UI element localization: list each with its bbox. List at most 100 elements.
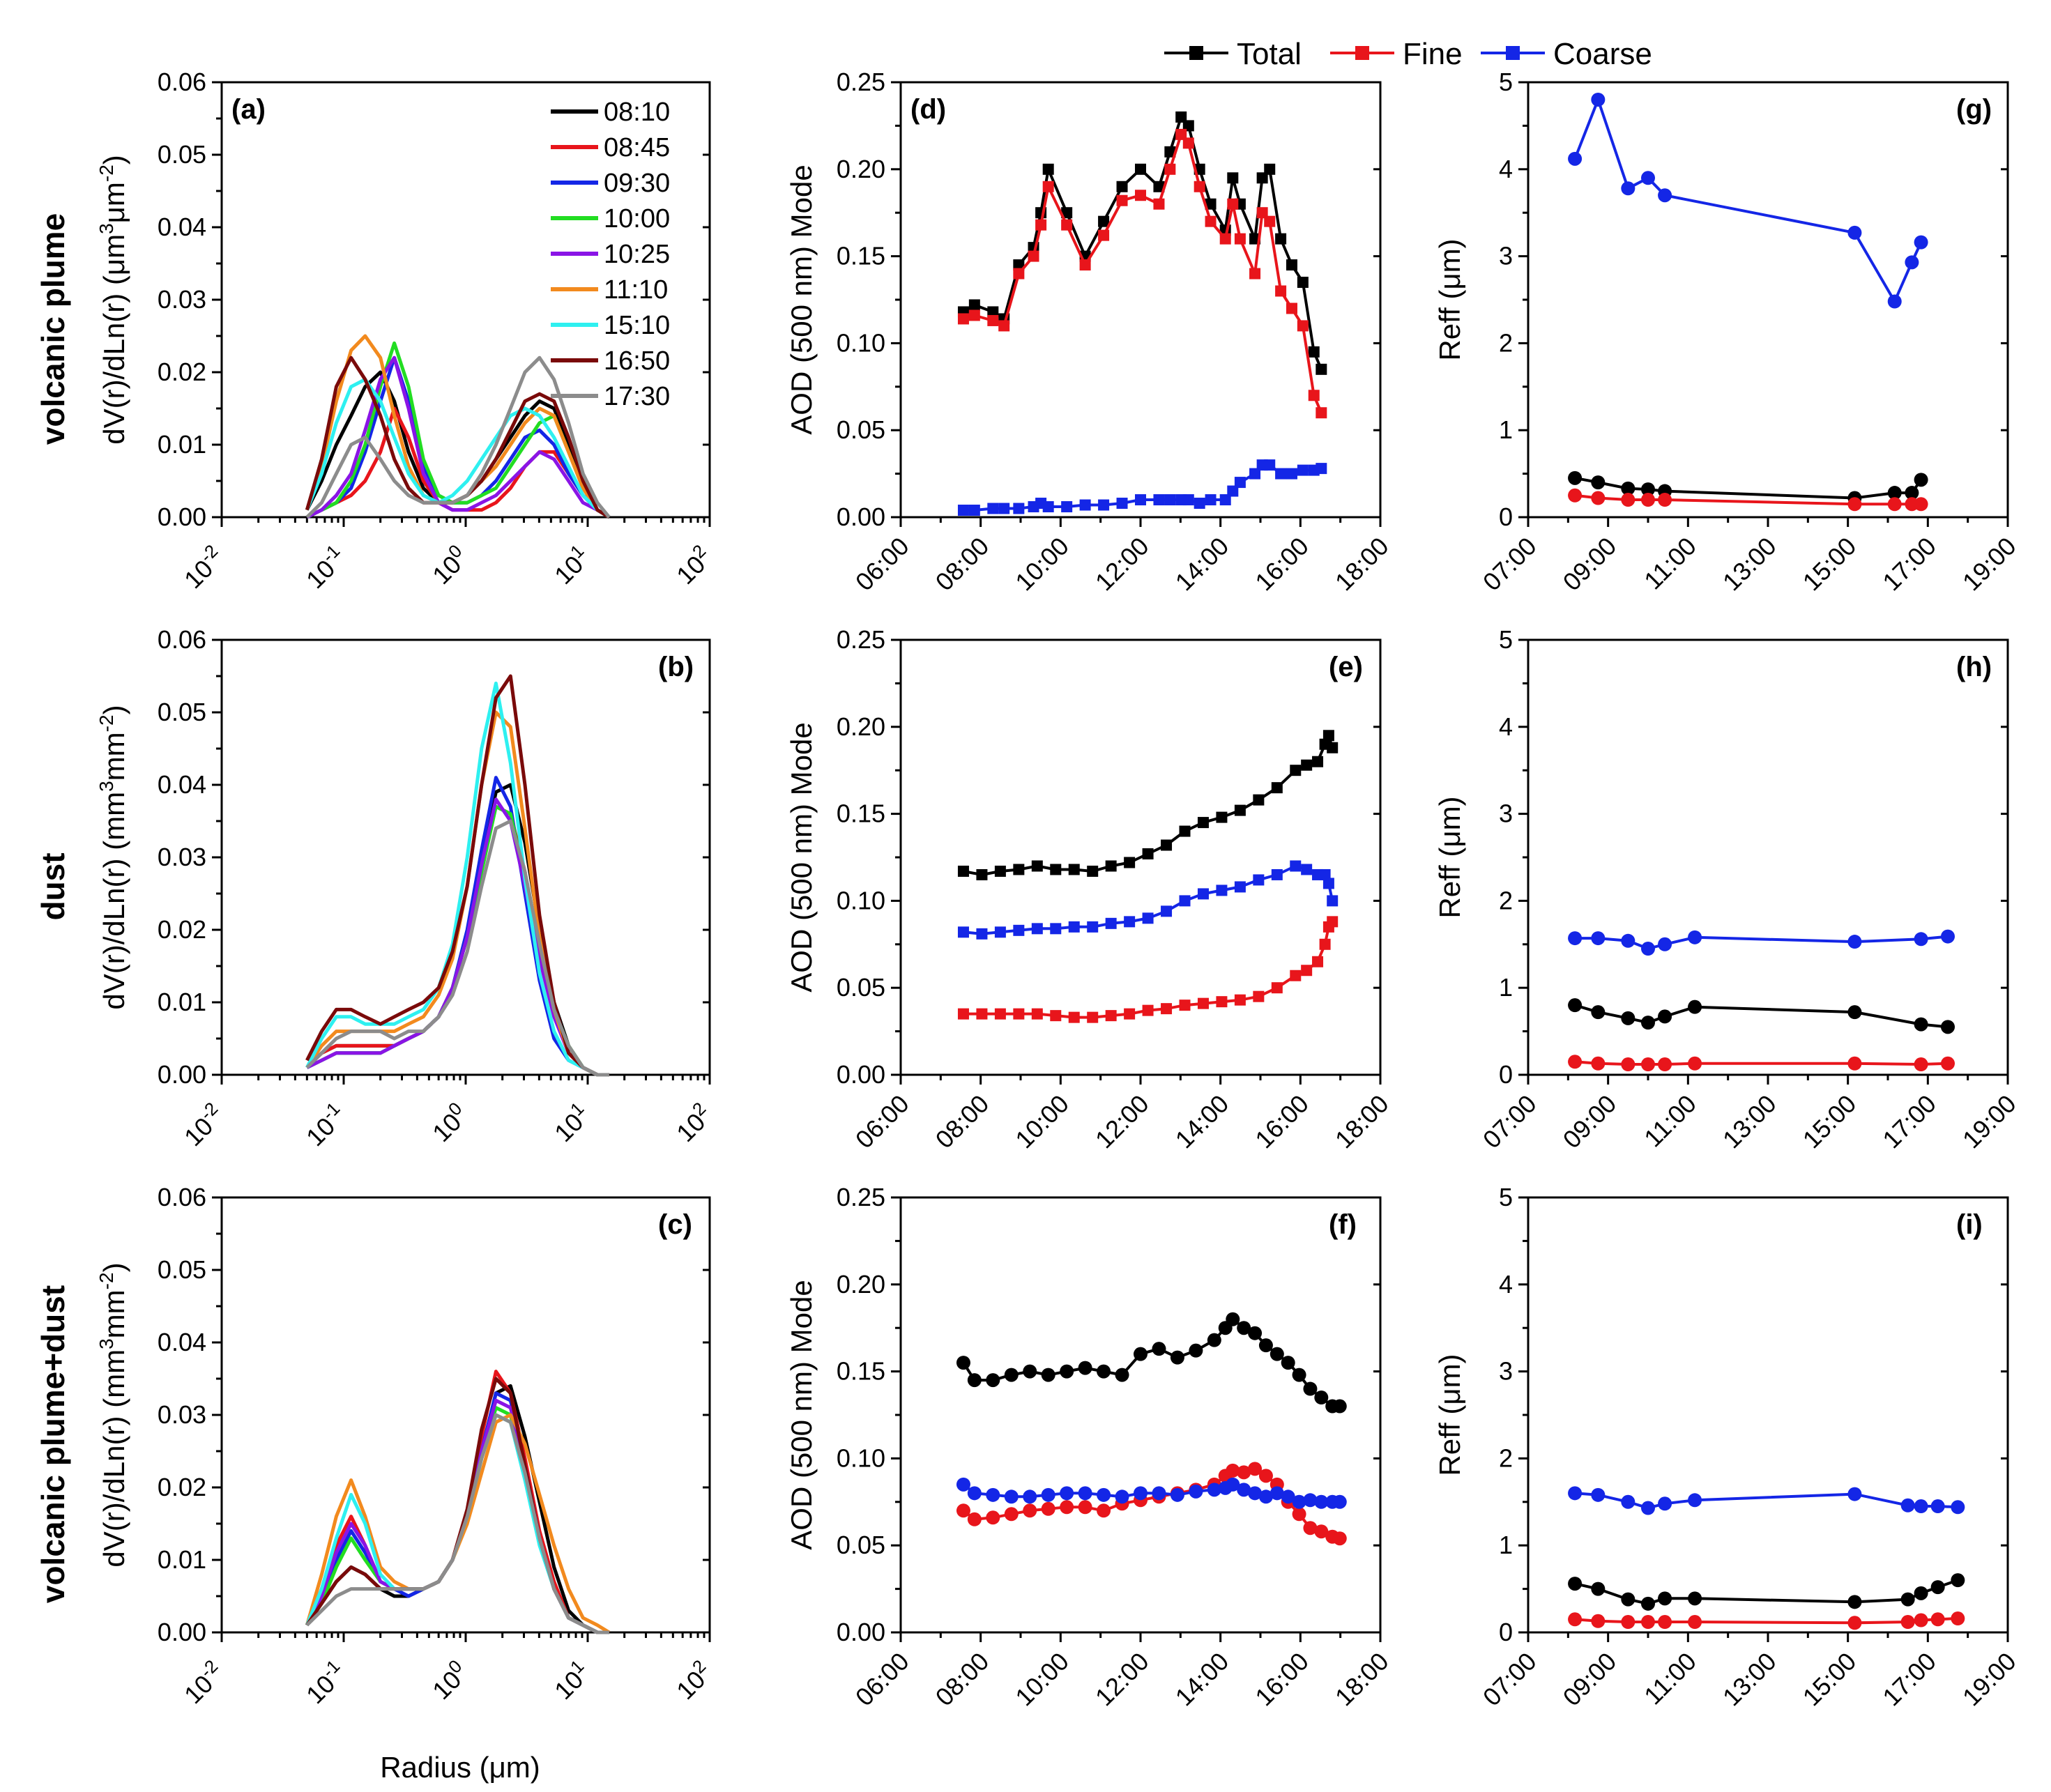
axes-frame-c xyxy=(220,1196,711,1634)
y-tick-label-c: 0.05 xyxy=(158,1255,206,1284)
data-point-d-Total xyxy=(1153,181,1165,192)
data-point-i-Fine xyxy=(1658,1615,1672,1630)
y-axis-label-part-ylabel_unit: mm xyxy=(98,792,130,841)
data-point-d-Fine xyxy=(1219,233,1231,245)
data-point-f-Total xyxy=(1281,1356,1295,1370)
data-point-f-Coarse xyxy=(1281,1489,1295,1504)
data-point-f-Fine xyxy=(1097,1503,1111,1518)
data-point-e-Coarse xyxy=(1068,921,1080,933)
y-tick-label-g: 5 xyxy=(1499,68,1513,96)
data-point-f-Coarse xyxy=(1060,1486,1074,1501)
data-point-h-Total xyxy=(1688,1000,1702,1014)
data-point-f-Coarse xyxy=(1226,1477,1240,1492)
data-point-d-Fine xyxy=(987,314,999,326)
y-tick-label-a: 0.02 xyxy=(158,358,206,386)
x-tick-label-g: 17:00 xyxy=(1877,532,1942,597)
data-point-i-Total xyxy=(1568,1577,1583,1591)
y-tick-label-b: 0.03 xyxy=(158,843,206,871)
data-point-d-Coarse xyxy=(1013,503,1025,514)
data-point-h-Total xyxy=(1568,998,1583,1013)
data-point-f-Fine xyxy=(986,1510,1000,1525)
series-line-b-16:50 xyxy=(305,674,609,1077)
data-point-e-Total xyxy=(1312,756,1324,767)
y-tick-label-c: 0.02 xyxy=(158,1473,206,1501)
y-axis-label-h: Reff (μm) xyxy=(1433,796,1466,918)
data-point-e-Coarse xyxy=(1327,895,1339,907)
data-point-f-Total xyxy=(956,1356,970,1370)
y-tick-label-g: 1 xyxy=(1499,415,1513,444)
data-point-f-Fine xyxy=(1060,1500,1074,1515)
data-point-i-Fine xyxy=(1847,1616,1862,1630)
data-point-e-Total xyxy=(1050,864,1062,875)
data-point-f-Total xyxy=(1041,1368,1055,1382)
data-point-d-Fine xyxy=(1182,137,1194,149)
data-point-e-Total xyxy=(1068,864,1080,875)
data-point-d-Coarse xyxy=(957,505,969,516)
y-axis-label-part-ylabel_sup2: -2 xyxy=(96,164,117,182)
data-point-f-Coarse xyxy=(1097,1487,1111,1502)
y-tick-label-g: 4 xyxy=(1499,155,1513,183)
data-point-f-Total xyxy=(1189,1343,1203,1358)
data-point-d-Coarse xyxy=(1219,494,1231,506)
data-point-h-Fine xyxy=(1591,1056,1606,1071)
data-point-g-Coarse xyxy=(1641,171,1655,185)
x-tick-label-a: 10-1 xyxy=(298,540,351,594)
series-line-b-11:10 xyxy=(305,710,609,1077)
data-point-e-Total xyxy=(1124,857,1136,868)
data-point-d-Fine xyxy=(1249,268,1261,279)
series-line-b-15:10 xyxy=(305,681,609,1077)
data-point-d-Total xyxy=(1316,363,1327,375)
data-point-f-Total xyxy=(1314,1391,1329,1405)
data-point-h-Total xyxy=(1621,1011,1636,1025)
data-point-d-Coarse xyxy=(1194,498,1205,510)
data-point-f-Fine xyxy=(967,1512,982,1526)
y-tick-label-d: 0.10 xyxy=(837,328,885,357)
data-point-h-Total xyxy=(1591,1005,1606,1020)
data-point-d-Fine xyxy=(968,309,980,321)
x-tick-label-d: 06:00 xyxy=(850,532,915,597)
data-point-h-Fine xyxy=(1847,1056,1862,1071)
data-point-d-Fine xyxy=(1194,181,1205,192)
series-line-a-15:10 xyxy=(305,377,611,519)
data-point-g-Coarse xyxy=(1887,294,1902,309)
y-tick-label-c: 0.04 xyxy=(158,1328,206,1356)
data-point-e-Total xyxy=(1271,782,1283,794)
data-point-d-Total xyxy=(1098,215,1110,227)
y-axis-label-part-ylabel_end: ) xyxy=(1433,238,1466,248)
y-tick-label-g: 0 xyxy=(1499,503,1513,531)
y-tick-label-e: 0.00 xyxy=(837,1060,885,1089)
data-point-e-Fine xyxy=(1161,1003,1173,1015)
data-point-e-Fine xyxy=(1216,996,1228,1008)
y-tick-label-c: 0.03 xyxy=(158,1400,206,1429)
data-point-h-Total xyxy=(1941,1020,1955,1034)
data-point-f-Fine xyxy=(956,1503,970,1518)
y-tick-label-e: 0.20 xyxy=(837,712,885,741)
y-axis-label-part-ylabel_sup2: -2 xyxy=(96,1272,117,1289)
top-legend-fine: Fine xyxy=(1330,37,1463,71)
y-tick-label-i: 1 xyxy=(1499,1531,1513,1559)
data-point-i-Coarse xyxy=(1641,1501,1655,1515)
data-point-i-Coarse xyxy=(1900,1498,1915,1513)
y-axis-label-part-ylabel_main: Reff ( xyxy=(1433,290,1466,361)
data-point-e-Fine xyxy=(1124,1008,1136,1020)
data-point-e-Coarse xyxy=(1013,924,1025,936)
series-line-g-Coarse xyxy=(1573,98,1923,303)
data-point-f-Coarse xyxy=(1207,1483,1221,1497)
data-point-d-Total xyxy=(1175,111,1187,123)
data-point-e-Coarse xyxy=(994,926,1006,938)
panel-i: 0 1 2 3 4 5 07:00 09:00 11:00 13:00 15:00 17:00 19:0… xyxy=(1433,1183,2022,1711)
data-point-g-Fine xyxy=(1914,497,1928,512)
data-point-d-Coarse xyxy=(1182,494,1194,506)
panel-label-h: (h) xyxy=(1956,652,1992,682)
data-point-f-Fine xyxy=(1023,1503,1037,1518)
data-point-g-Coarse xyxy=(1658,188,1672,203)
data-point-e-Total xyxy=(1087,865,1099,877)
data-point-e-Coarse xyxy=(1290,860,1302,872)
data-point-f-Coarse xyxy=(1237,1483,1251,1497)
y-axis-label-part-ylabel_sup1: 3 xyxy=(96,223,117,234)
data-point-f-Coarse xyxy=(1314,1494,1329,1509)
data-point-h-Coarse xyxy=(1941,929,1955,944)
x-tick-label-f: 16:00 xyxy=(1249,1647,1314,1712)
data-point-f-Total xyxy=(1237,1321,1251,1335)
x-tick-label-i: 09:00 xyxy=(1557,1647,1622,1712)
